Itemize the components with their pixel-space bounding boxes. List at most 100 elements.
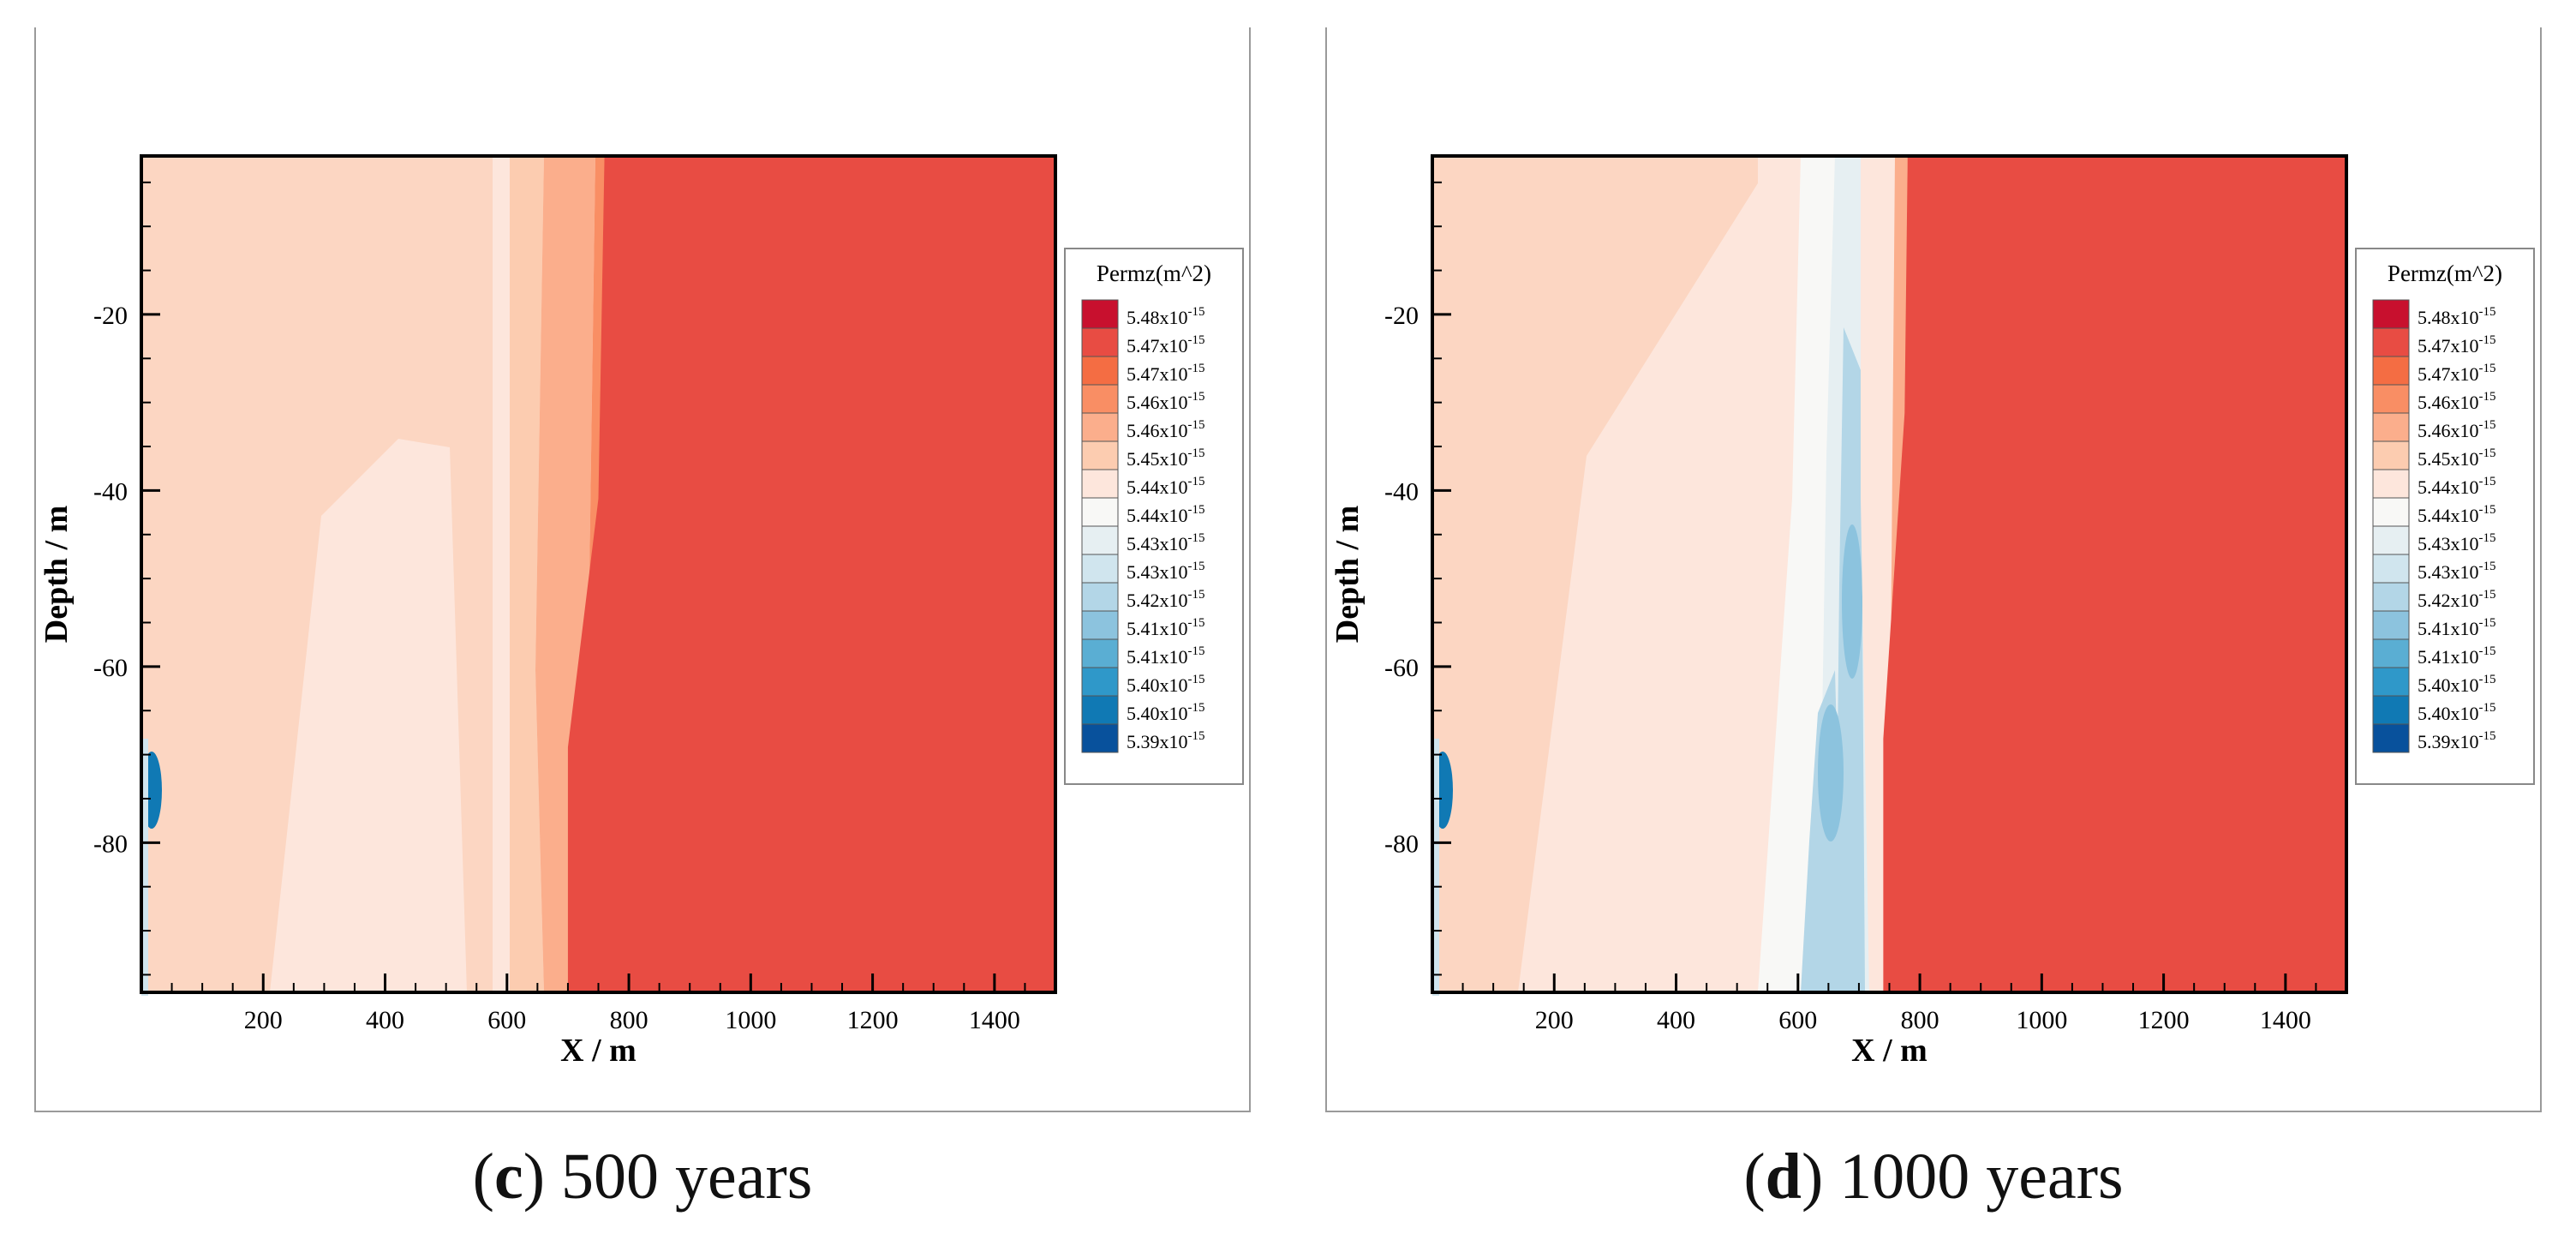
- chart-d: 200 400 600 800 1000 1200 1400 -20 -40 -60 -80 X / …: [1330, 154, 2535, 1069]
- x-axis-label: X / m: [1851, 1033, 1928, 1069]
- legend-label: 5.40x10-15: [1127, 701, 1205, 724]
- legend-swatch: [1081, 723, 1119, 753]
- legend-swatch: [1081, 327, 1119, 357]
- channel-low: [1818, 704, 1844, 842]
- x-tick-label: 1400: [969, 1006, 1020, 1034]
- band-5.46: [535, 156, 621, 992]
- legend-swatch: [1081, 469, 1119, 499]
- legend-swatch: [1081, 695, 1119, 725]
- legend-label: 5.40x10-15: [2418, 673, 2496, 696]
- legend-swatch: [1081, 384, 1119, 414]
- y-axis-label: Depth / m: [39, 506, 75, 643]
- legend-label: 5.43x10-15: [2418, 560, 2496, 583]
- legend-label: 5.47x10-15: [2418, 333, 2496, 356]
- legend-label: 5.43x10-15: [2418, 531, 2496, 554]
- legend-label: 5.43x10-15: [1127, 560, 1205, 583]
- legend-swatch: [2372, 469, 2410, 499]
- legend-label: 5.40x10-15: [1127, 673, 1205, 696]
- legend: Permz(m^2) 5.48x10-15 5.47x10-15 5.47x10-15…: [1064, 248, 1244, 785]
- legend-label: 5.44x10-15: [1127, 503, 1205, 526]
- legend-swatch: [2372, 667, 2410, 697]
- legend-swatch: [1081, 582, 1119, 612]
- caption-text: 500 years: [561, 1141, 813, 1213]
- legend-title: Permz(m^2): [2388, 261, 2502, 286]
- legend-swatch: [1081, 525, 1119, 555]
- channel-low-b: [1842, 524, 1862, 679]
- panel-c: 200 400 600 800 1000 1200 1400 -20 -40 -60 -80 X / …: [0, 0, 1285, 1246]
- legend-swatch: [1081, 299, 1119, 329]
- x-tick-label: 1400: [2260, 1006, 2311, 1034]
- legend-label: 5.42x10-15: [1127, 588, 1205, 611]
- edge-low-band: [141, 739, 148, 996]
- legend-swatch: [1081, 412, 1119, 442]
- x-tick-label: 1200: [847, 1006, 899, 1034]
- contour-field: [1432, 156, 2346, 996]
- legend: Permz(m^2) 5.48x10-15 5.47x10-15 5.47x10-15…: [2355, 248, 2535, 785]
- x-tick-label: 400: [1657, 1006, 1695, 1034]
- legend-swatch: [2372, 384, 2410, 414]
- legend-label: 5.47x10-15: [1127, 362, 1205, 385]
- x-tick-label: 1000: [725, 1006, 776, 1034]
- legend-label: 5.39x10-15: [2418, 729, 2496, 752]
- legend-swatch: [2372, 554, 2410, 584]
- contour-field: [141, 156, 1055, 996]
- legend-label: 5.46x10-15: [1127, 418, 1205, 441]
- caption-text: 1000 years: [1839, 1141, 2124, 1213]
- legend-label: 5.42x10-15: [2418, 588, 2496, 611]
- band-5.45-b: [510, 156, 544, 992]
- legend-label: 5.39x10-15: [1127, 729, 1205, 752]
- legend-label: 5.47x10-15: [2418, 362, 2496, 385]
- panel-d: 200 400 600 800 1000 1200 1400 -20 -40 -60 -80 X / …: [1291, 0, 2576, 1246]
- region-5.48: [1883, 156, 2346, 992]
- legend-swatch: [1081, 610, 1119, 640]
- legend-label: 5.48x10-15: [2418, 305, 2496, 328]
- legend-swatch: [2372, 582, 2410, 612]
- legend-swatch: [1081, 554, 1119, 584]
- legend-label: 5.46x10-15: [2418, 418, 2496, 441]
- y-tick-label: -40: [93, 477, 128, 506]
- y-tick-label: -80: [1384, 830, 1419, 858]
- legend-label: 5.46x10-15: [2418, 390, 2496, 413]
- y-tick-label: -20: [1384, 302, 1419, 330]
- legend-swatch: [2372, 497, 2410, 527]
- legend-swatch: [2372, 440, 2410, 470]
- y-axis-label: Depth / m: [1330, 506, 1366, 643]
- y-tick-label: -80: [93, 830, 128, 858]
- legend-swatch: [1081, 497, 1119, 527]
- legend-label: 5.46x10-15: [1127, 390, 1205, 413]
- legend-label: 5.40x10-15: [2418, 701, 2496, 724]
- legend-label: 5.44x10-15: [2418, 503, 2496, 526]
- x-tick-label: 600: [1778, 1006, 1817, 1034]
- caption-letter: c: [493, 1141, 523, 1213]
- legend-swatch: [2372, 299, 2410, 329]
- legend-swatch: [1081, 440, 1119, 470]
- y-tick-label: -60: [93, 654, 128, 682]
- x-tick-label: 400: [366, 1006, 404, 1034]
- band-5.44: [1518, 156, 1801, 992]
- x-tick-label: 1200: [2138, 1006, 2190, 1034]
- edge-low-band: [1432, 739, 1439, 996]
- x-tick-label: 200: [1535, 1006, 1574, 1034]
- legend-swatch: [2372, 723, 2410, 753]
- legend-swatch: [2372, 638, 2410, 668]
- x-tick-label: 200: [244, 1006, 283, 1034]
- legend-label: 5.43x10-15: [1127, 531, 1205, 554]
- legend-swatch: [2372, 610, 2410, 640]
- x-tick-label: 1000: [2016, 1006, 2067, 1034]
- x-tick-label: 600: [487, 1006, 526, 1034]
- legend-swatch: [2372, 412, 2410, 442]
- legend-label: 5.41x10-15: [2418, 616, 2496, 639]
- legend-swatch: [2372, 525, 2410, 555]
- x-axis-label: X / m: [560, 1033, 637, 1069]
- legend-label: 5.41x10-15: [1127, 616, 1205, 639]
- band-5.44: [270, 439, 467, 992]
- legend-label: 5.44x10-15: [2418, 475, 2496, 498]
- legend-label: 5.41x10-15: [2418, 644, 2496, 668]
- caption-letter: d: [1765, 1141, 1802, 1213]
- panel-caption: (d) 1000 years: [1743, 1141, 2124, 1213]
- legend-swatch: [1081, 667, 1119, 697]
- legend-label: 5.47x10-15: [1127, 333, 1205, 356]
- legend-label: 5.44x10-15: [1127, 475, 1205, 498]
- legend-label: 5.41x10-15: [1127, 644, 1205, 668]
